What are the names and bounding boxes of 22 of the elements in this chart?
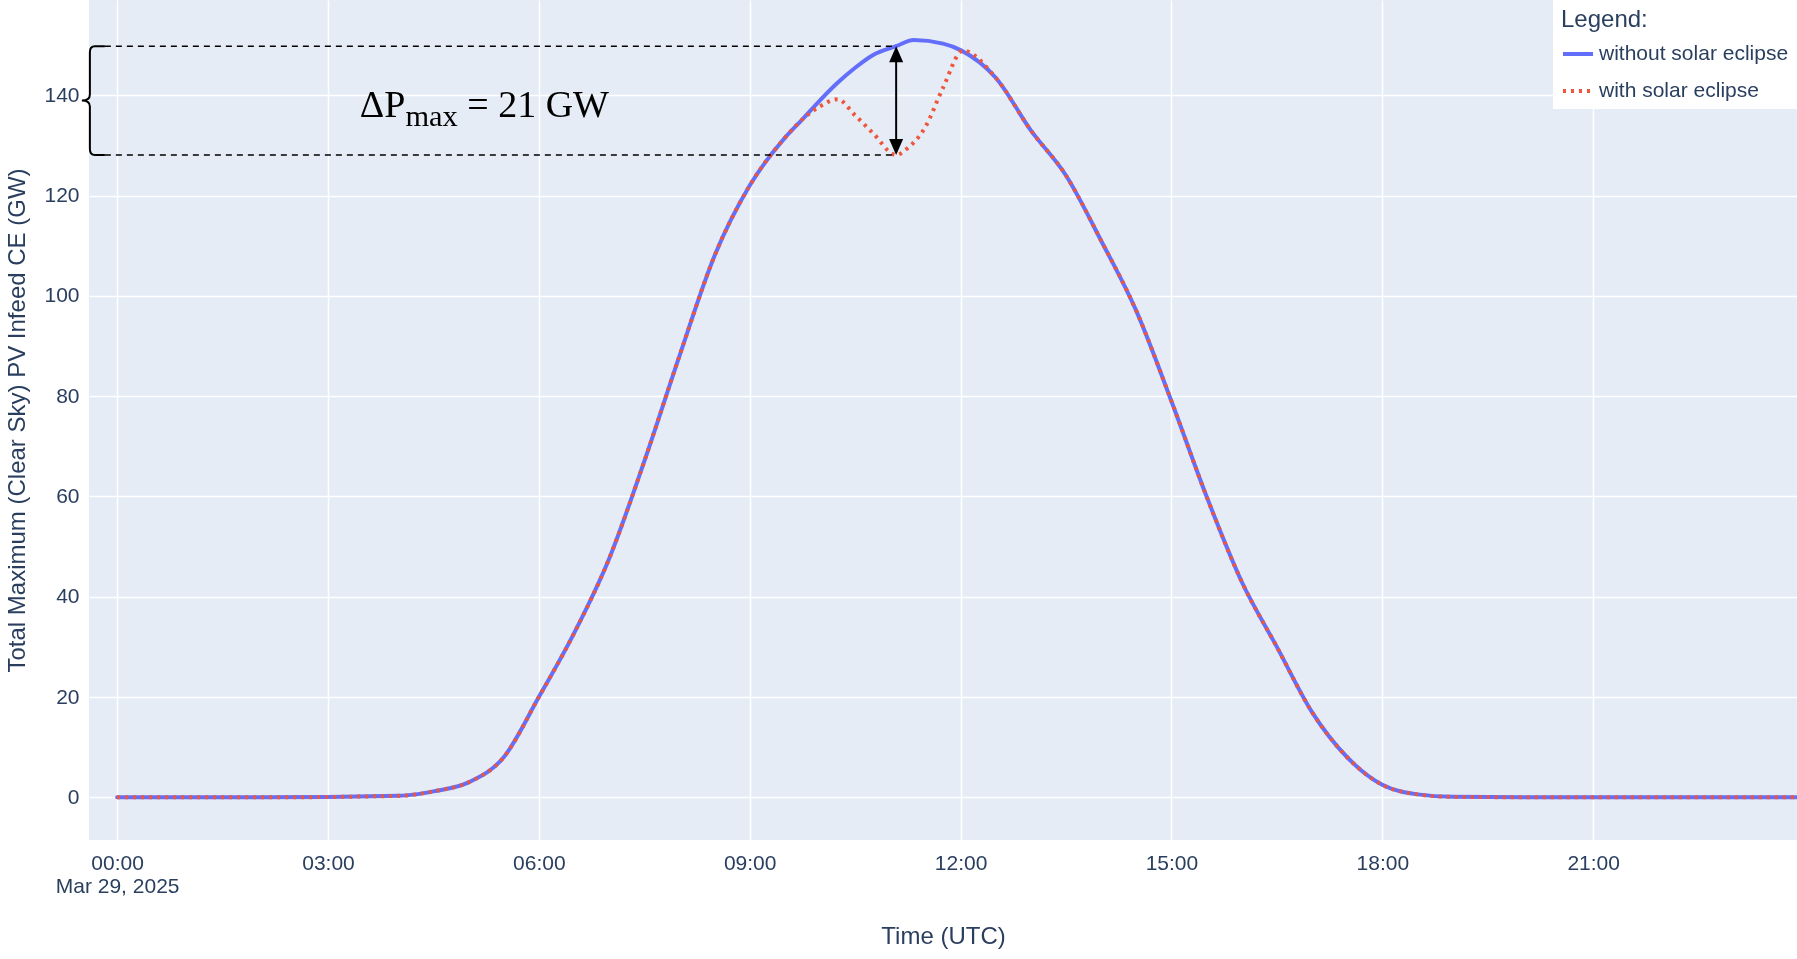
legend-label: with solar eclipse [1598, 78, 1759, 101]
y-tick-label: 140 [44, 82, 80, 106]
y-tick-label: 80 [56, 383, 80, 407]
y-axis-title: Total Maximum (Clear Sky) PV Infeed CE (GW) [3, 168, 31, 673]
x-tick-label: 21:00 [1567, 850, 1620, 874]
legend-label: without solar eclipse [1598, 41, 1789, 64]
y-tick-label: 100 [44, 283, 80, 307]
x-tick-label: 18:00 [1356, 850, 1410, 874]
y-tick-label: 120 [44, 183, 80, 207]
y-tick-label: 40 [56, 584, 80, 608]
x-tick-label: 03:00 [302, 850, 355, 874]
x-tick-label: 09:00 [723, 850, 777, 874]
x-tick-label: 15:00 [1145, 850, 1199, 874]
x-tick-label: 12:00 [934, 850, 988, 874]
annotation: ΔP$_{max}$ = 21 GW [359, 83, 610, 133]
y-tick-label: 60 [56, 483, 80, 507]
y-tick-label: 20 [56, 684, 80, 708]
x-tick-label: 00:00 Mar 29, 2025 [55, 850, 180, 897]
x-tick-label: 06:00 [513, 850, 566, 874]
legend-title: Legend: [1561, 5, 1648, 32]
x-axis-title: Time (UTC) [881, 921, 1006, 949]
y-tick-label: 0 [67, 784, 80, 808]
